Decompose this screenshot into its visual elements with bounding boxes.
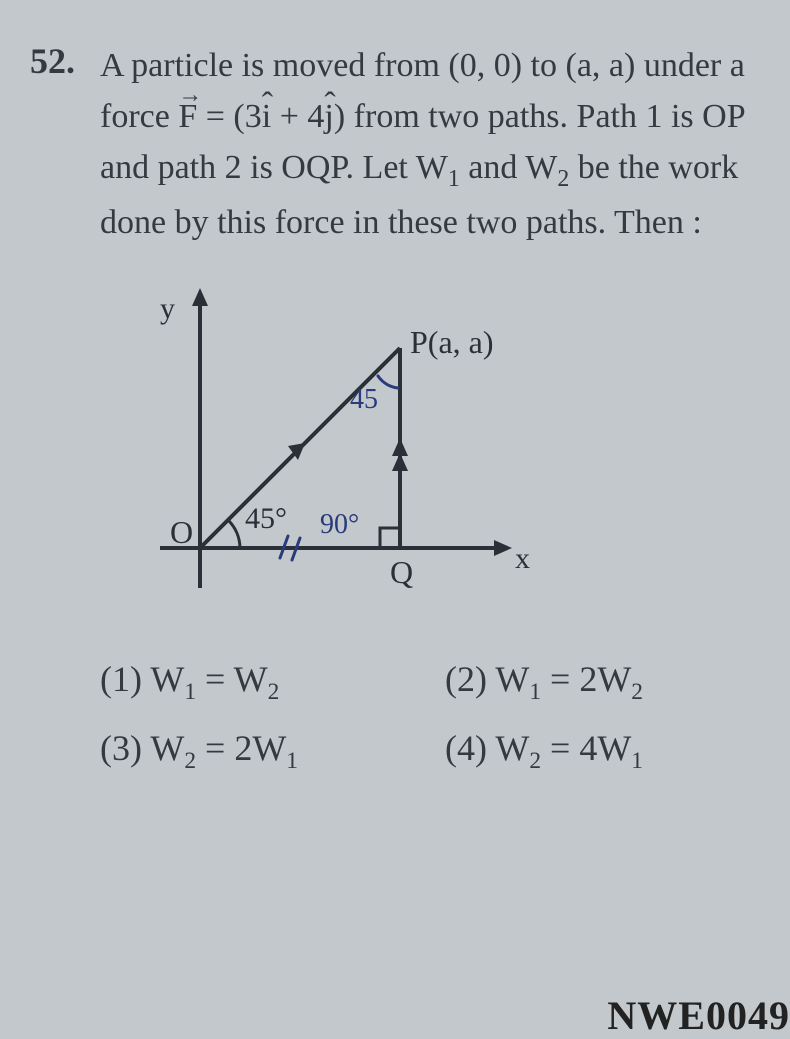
sub-1: 1 xyxy=(448,166,460,192)
opt1-a: (1) W xyxy=(100,659,184,699)
opt4-s2: 1 xyxy=(631,748,643,774)
angle-arc-O xyxy=(228,520,240,548)
q-eq: = (3 xyxy=(197,98,262,135)
opt4-a: (4) W xyxy=(445,728,529,768)
opt3-a: (3) W xyxy=(100,728,184,768)
opt2-s2: 2 xyxy=(631,680,643,706)
question-number: 52. xyxy=(30,40,75,82)
q-line3c: be the work xyxy=(569,149,738,186)
sub-2: 2 xyxy=(557,166,569,192)
option-2: (2) W1 = 2W2 xyxy=(445,658,750,706)
q-line2a: force xyxy=(100,98,178,135)
O-label: O xyxy=(170,514,193,550)
opt2-a: (2) W xyxy=(445,659,529,699)
opt2-b: = 2W xyxy=(541,659,631,699)
q-line4: done by this force in these two paths. T… xyxy=(100,204,702,241)
y-axis-arrow xyxy=(192,288,208,306)
opt4-s1: 2 xyxy=(529,748,541,774)
opt1-b: = W xyxy=(196,659,268,699)
opt3-s2: 1 xyxy=(286,748,298,774)
q-line2b: from two paths. Path 1 is OP xyxy=(345,98,745,135)
Q-label: Q xyxy=(390,554,413,590)
force-F: F xyxy=(178,98,197,135)
option-4: (4) W2 = 4W1 xyxy=(445,727,750,775)
option-1: (1) W1 = W2 xyxy=(100,658,405,706)
right-angle-Q xyxy=(380,528,400,548)
y-label: y xyxy=(160,292,175,325)
unit-j: j xyxy=(324,98,333,135)
diagram-container: y x O P(a, a) Q 45° 45 90° xyxy=(120,268,790,628)
unit-i: i xyxy=(262,98,271,135)
opt1-s2: 2 xyxy=(268,680,280,706)
option-3: (3) W2 = 2W1 xyxy=(100,727,405,775)
opt3-s1: 2 xyxy=(184,748,196,774)
q-plus: + 4 xyxy=(271,98,324,135)
page-code: NWE0049 xyxy=(607,992,790,1039)
options-grid: (1) W1 = W2 (2) W1 = 2W2 (3) W2 = 2W1 (4… xyxy=(100,658,750,774)
pen-arc-P xyxy=(378,376,398,388)
pen-90: 90° xyxy=(320,509,359,540)
opt2-s1: 1 xyxy=(529,680,541,706)
q-line3b: and W xyxy=(460,149,558,186)
angle-45-label: 45° xyxy=(245,502,287,535)
triangle-diagram: y x O P(a, a) Q 45° 45 90° xyxy=(120,268,540,628)
opt1-s1: 1 xyxy=(184,680,196,706)
opt4-b: = 4W xyxy=(541,728,631,768)
pen-45: 45 xyxy=(350,384,378,415)
opt3-b: = 2W xyxy=(196,728,286,768)
x-axis-arrow xyxy=(494,540,512,556)
x-label: x xyxy=(515,542,530,575)
q-line3a: and path 2 is OQP. Let W xyxy=(100,149,448,186)
question-text: A particle is moved from (0, 0) to (a, a… xyxy=(100,40,750,248)
P-label: P(a, a) xyxy=(410,324,494,360)
